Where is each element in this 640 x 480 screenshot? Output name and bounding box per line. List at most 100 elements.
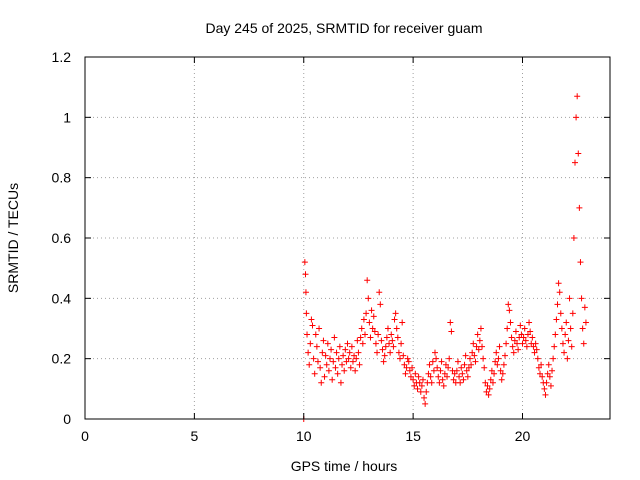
data-point: [510, 349, 517, 356]
data-point: [356, 361, 363, 368]
data-point: [487, 376, 494, 383]
data-point: [362, 331, 368, 338]
data-point: [344, 340, 351, 347]
data-point: [433, 355, 440, 362]
data-point: [342, 346, 349, 353]
data-point: [564, 355, 571, 362]
data-point: [316, 325, 323, 332]
data-point: [523, 343, 530, 350]
data-point: [578, 295, 585, 302]
data-point: [463, 367, 470, 374]
data-point: [318, 379, 325, 386]
data-point: [306, 361, 313, 368]
data-point: [460, 376, 467, 383]
data-point: [562, 331, 569, 338]
data-point: [499, 370, 506, 377]
data-point: [450, 376, 457, 383]
x-tick-label: 0: [81, 428, 89, 444]
data-point: [565, 337, 572, 344]
axis-ticks: [84, 56, 610, 420]
data-point: [486, 385, 493, 392]
data-point: [333, 349, 340, 356]
data-points: [300, 93, 589, 422]
data-point: [577, 259, 584, 266]
data-point: [448, 328, 455, 335]
data-point: [502, 352, 508, 359]
data-point: [508, 334, 515, 341]
data-point: [438, 358, 445, 365]
data-point: [410, 376, 417, 383]
data-point: [464, 373, 471, 380]
data-point: [305, 349, 312, 356]
data-point: [568, 343, 575, 350]
data-point: [367, 334, 374, 341]
chart-title: Day 245 of 2025, SRMTID for receiver gua…: [205, 20, 482, 36]
data-point: [547, 382, 554, 389]
data-point: [302, 271, 309, 278]
data-point: [480, 355, 487, 362]
data-point: [521, 325, 528, 332]
data-point: [421, 394, 428, 401]
data-point: [345, 355, 352, 362]
data-point: [572, 159, 578, 166]
data-point: [497, 367, 504, 374]
data-point: [551, 343, 558, 350]
data-point: [496, 343, 503, 350]
data-point: [493, 349, 500, 356]
data-point: [527, 328, 534, 335]
data-point: [483, 388, 490, 395]
data-point: [520, 334, 527, 341]
data-point: [312, 331, 319, 338]
data-point: [559, 340, 566, 347]
data-point: [582, 319, 589, 326]
data-point: [427, 373, 434, 380]
data-point: [304, 331, 311, 338]
data-point: [388, 331, 395, 338]
data-point: [301, 259, 308, 266]
data-point: [569, 310, 576, 317]
data-point: [429, 358, 436, 365]
data-point: [580, 340, 587, 347]
data-point: [393, 325, 400, 332]
x-tick-labels: 0 5 10 15 20: [81, 428, 530, 444]
data-point: [479, 343, 486, 350]
data-point: [505, 301, 512, 308]
data-point: [495, 355, 502, 362]
data-point: [405, 358, 412, 365]
data-point: [327, 355, 333, 362]
data-point: [368, 307, 375, 314]
data-point: [365, 295, 372, 302]
y-tick-labels: 0 0.2 0.4 0.6 0.8 1 1.2: [52, 49, 72, 427]
y-tick-label: 0.4: [52, 290, 72, 306]
data-point: [414, 385, 421, 392]
data-point: [416, 379, 423, 386]
data-point: [426, 361, 433, 368]
data-point: [512, 328, 519, 335]
data-point: [323, 361, 330, 368]
data-point: [526, 319, 533, 326]
data-point: [474, 331, 481, 338]
data-point: [307, 340, 314, 347]
data-point: [445, 364, 452, 371]
data-point: [399, 319, 406, 326]
data-point: [465, 364, 472, 371]
data-point: [444, 373, 451, 380]
data-point: [471, 352, 478, 359]
data-point: [320, 337, 327, 344]
data-point: [343, 358, 350, 365]
data-point: [553, 316, 560, 323]
data-point: [317, 364, 324, 371]
data-point: [489, 379, 496, 386]
data-point: [328, 346, 335, 353]
data-point: [330, 358, 337, 365]
data-point: [503, 340, 510, 347]
data-point: [395, 349, 402, 356]
data-point: [504, 325, 511, 332]
data-point: [481, 364, 488, 371]
data-point: [337, 379, 344, 386]
data-point: [484, 382, 491, 389]
data-point: [392, 310, 399, 317]
data-point: [400, 352, 407, 359]
data-point: [518, 331, 525, 338]
